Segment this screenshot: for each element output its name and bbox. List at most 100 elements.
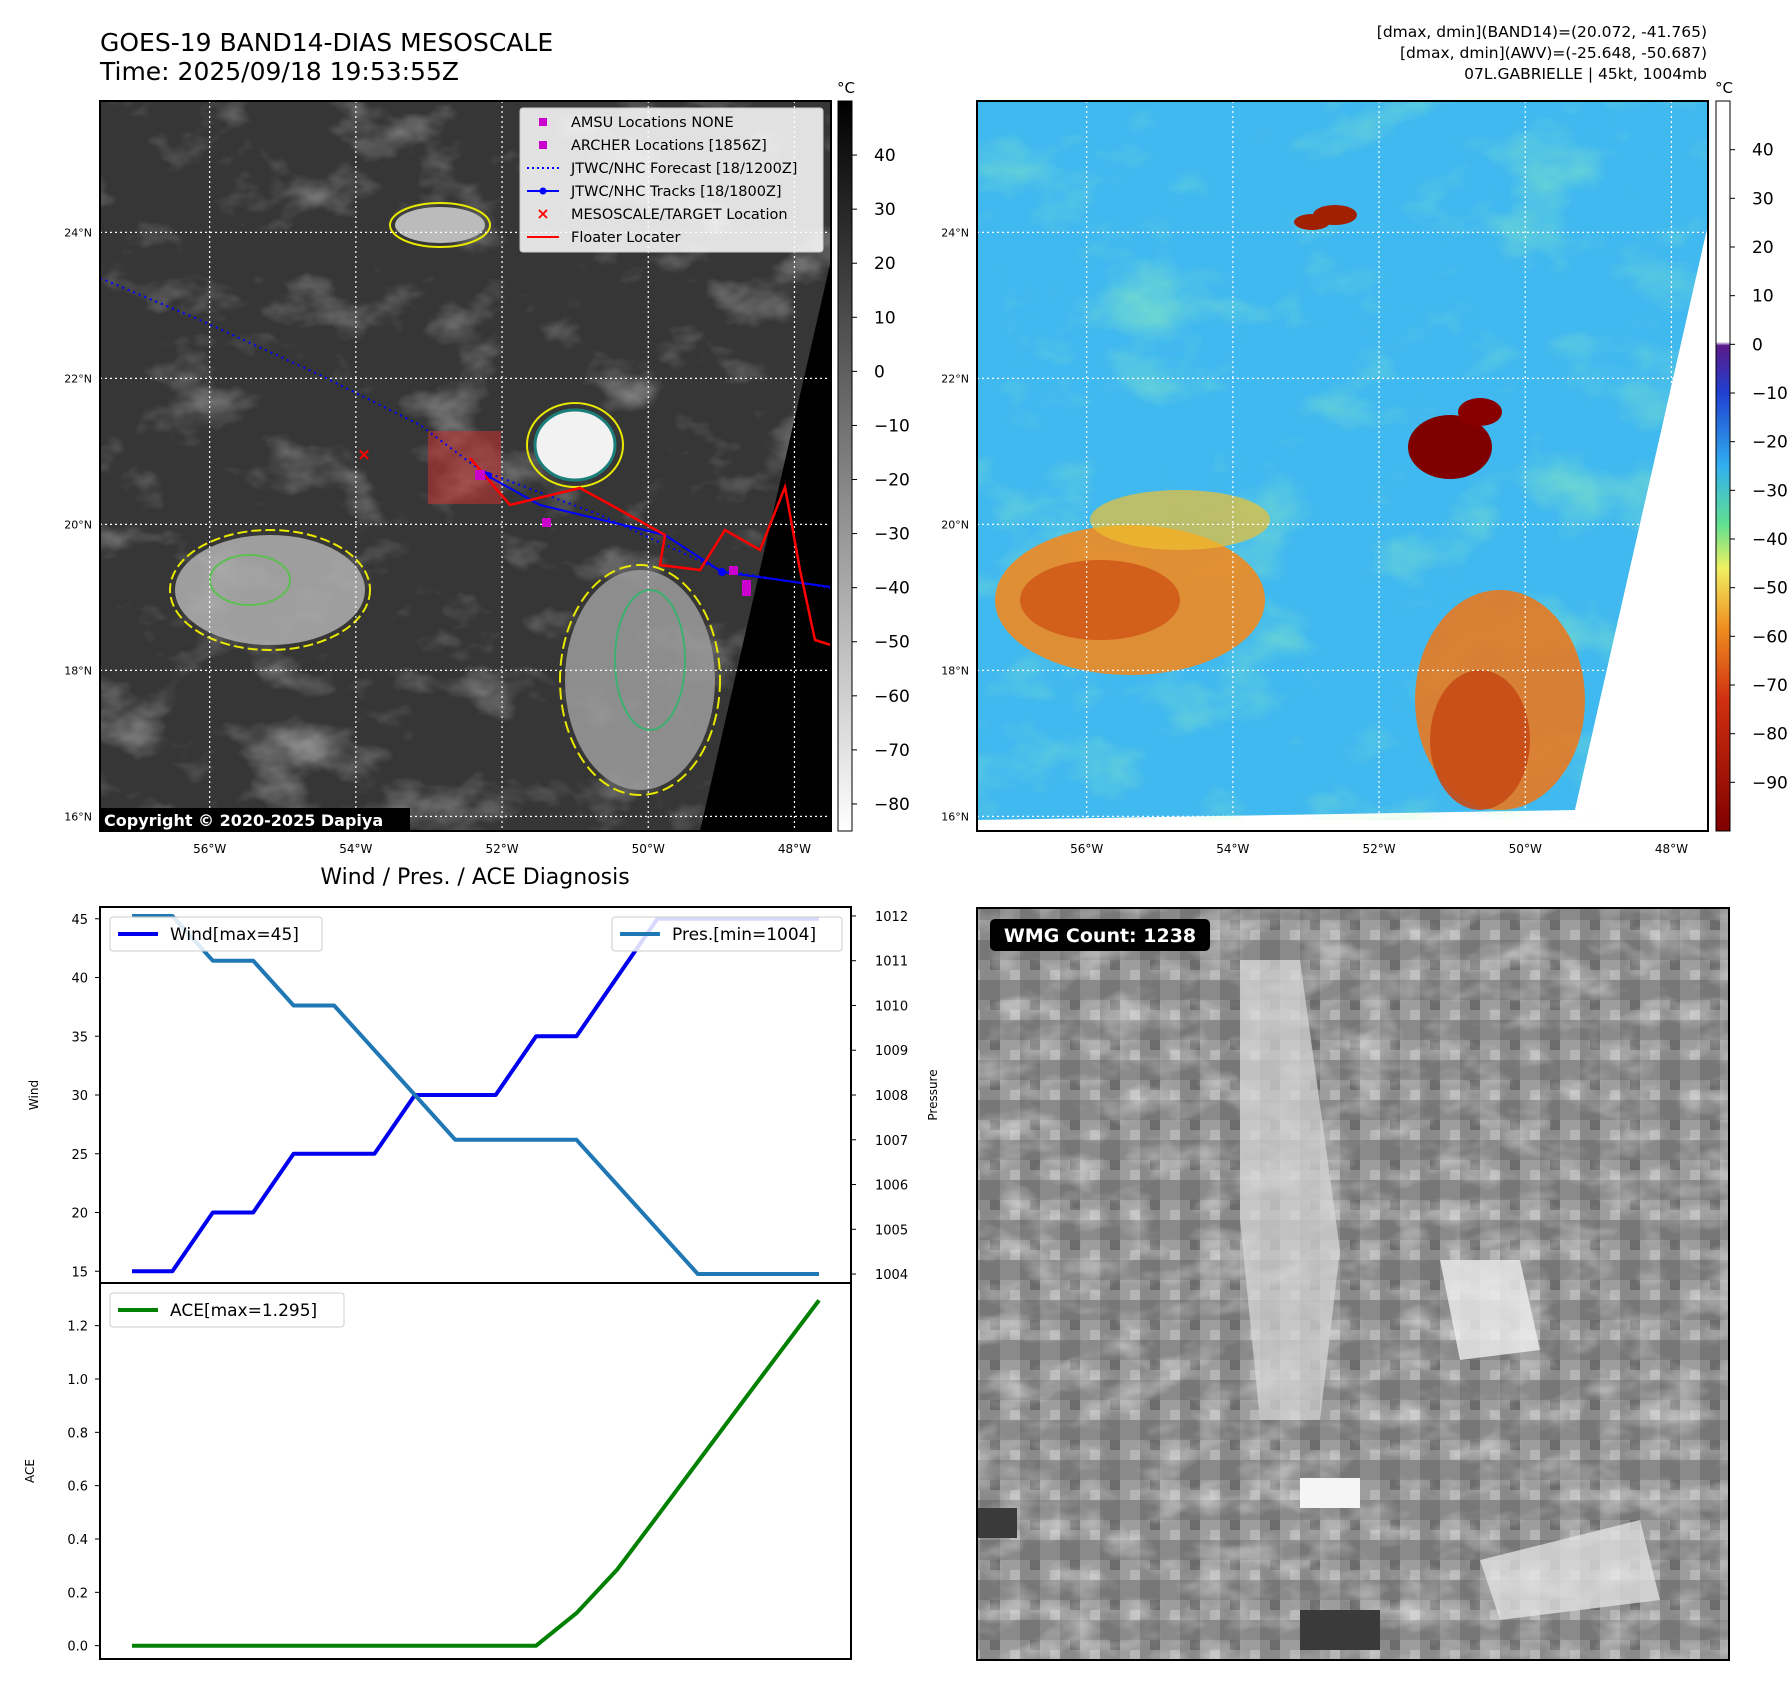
ace-chart: 0.0 0.2 0.4 0.6 0.8 1.0 1.2 ACE ACE[max=1.295] <box>23 1282 852 1660</box>
y-tick-label: 0.2 <box>67 1586 88 1601</box>
wv-panel <box>976 100 1709 832</box>
lat-tick-label: 24°N <box>64 226 92 239</box>
wind-pressure-chart: 15 20 25 30 35 40 45 1004 1005 1006 1007 1008 1009 10… <box>27 906 940 1284</box>
lon-tick-label: 54°W <box>1216 842 1249 856</box>
y-tick-label: 30 <box>71 1089 88 1104</box>
lon-tick-label: 54°W <box>339 842 372 856</box>
archer-marker <box>542 518 551 527</box>
map-axis-labels: 56°W 54°W 52°W 50°W 48°W 24°N 22°N 20°N 18°N 16°N… <box>64 226 1688 856</box>
y-tick-label: 1.2 <box>67 1320 88 1335</box>
colorbar-tick-label: −70 <box>874 741 910 761</box>
legend-label: JTWC/NHC Forecast [18/1200Z] <box>570 161 797 177</box>
y2-tick-label: 1004 <box>875 1268 908 1283</box>
colorbar-tick-label: −50 <box>874 633 910 653</box>
colorbar-tick-label: 40 <box>874 146 896 166</box>
lat-tick-label: 18°N <box>941 664 969 677</box>
colorbar-tick-label: −30 <box>1752 481 1788 501</box>
y2-tick-label: 1012 <box>875 910 908 925</box>
pressure-legend-box <box>611 916 843 952</box>
stats-line-band14: [dmax, dmin](BAND14)=(20.072, -41.765) <box>1376 23 1707 41</box>
wv-image <box>977 101 1708 831</box>
colorbar-tick-label: 30 <box>1752 189 1774 209</box>
colorbar-tick-label: −20 <box>1752 433 1788 453</box>
wv-gridlines <box>977 101 1708 831</box>
legend-label: AMSU Locations NONE <box>571 115 734 131</box>
y2-tick-label: 1005 <box>875 1223 908 1238</box>
y-tick-label: 45 <box>71 913 88 928</box>
legend-label: JTWC/NHC Tracks [18/1800Z] <box>570 184 782 200</box>
lat-tick-label: 22°N <box>64 372 92 385</box>
colorbar-tick-label: 10 <box>874 308 896 328</box>
ir-panel: × Copyright © 2020-2025 Dapiya AMSU Loca… <box>99 100 832 832</box>
colorbar-tick-label: −10 <box>874 416 910 436</box>
track-point <box>718 568 726 576</box>
archer-marker <box>742 580 751 596</box>
y2-tick-label: 1009 <box>875 1044 908 1059</box>
lon-tick-label: 48°W <box>778 842 811 856</box>
legend-marker-dot <box>539 187 547 195</box>
target-box <box>428 431 501 504</box>
copyright-text: Copyright © 2020-2025 Dapiya <box>104 811 383 830</box>
floater-locater-track <box>469 457 831 647</box>
y-tick-label: 15 <box>71 1265 88 1280</box>
colorbar-tick-label: −50 <box>1752 579 1788 599</box>
colorbar-tick-label: 10 <box>1752 287 1774 307</box>
y-axis-label: ACE <box>23 1459 37 1483</box>
colorbar-tick-label: 20 <box>874 254 896 274</box>
wv-colorbar: °C 40 30 20 10 0 −10 −20 −30 −40 −50 −60 −70 −80 −90 <box>1715 79 1788 832</box>
colorbar-tick-label: −60 <box>1752 627 1788 647</box>
ir-colorbar: °C 40 30 20 10 0 −10 −20 −30 −40 −50 −60 −70 −80 <box>837 79 910 832</box>
pressure-series-line <box>132 914 819 1276</box>
y-tick-label: 0.8 <box>67 1426 88 1441</box>
ace-legend-label: ACE[max=1.295] <box>170 1301 317 1321</box>
wmg-count-label: WMG Count: 1238 <box>1004 925 1196 947</box>
chart-time: Time: 2025/09/18 19:53:55Z <box>100 57 459 86</box>
lat-tick-label: 24°N <box>941 226 969 239</box>
y-tick-label: 35 <box>71 1030 88 1045</box>
ir-legend: AMSU Locations NONE ARCHER Locations [185… <box>519 107 824 253</box>
lon-tick-label: 52°W <box>485 842 518 856</box>
ir-colorbar-unit: °C <box>837 79 855 97</box>
diagnosis-title: Wind / Pres. / ACE Diagnosis <box>320 865 629 890</box>
stats-line-awv: [dmax, dmin](AWV)=(-25.648, -50.687) <box>1400 44 1707 62</box>
stats-line-storm: 07L.GABRIELLE | 45kt, 1004mb <box>1464 65 1707 83</box>
y-tick-label: 0.6 <box>67 1480 88 1495</box>
archer-marker <box>475 470 485 480</box>
wmg-panel: WMG Count: 1238 <box>976 907 1730 1661</box>
colorbar-tick-label: −20 <box>874 471 910 491</box>
wmg-frame <box>976 907 1730 1661</box>
colorbar-tick-label: −10 <box>1752 384 1788 404</box>
colorbar-tick-label: 20 <box>1752 238 1774 258</box>
wind-legend-box <box>109 916 323 952</box>
colorbar-tick-label: −80 <box>874 795 910 815</box>
wmg-image <box>977 908 1729 1660</box>
colorbar-tick-label: 0 <box>874 362 885 382</box>
y2-tick-label: 1010 <box>875 999 908 1014</box>
lon-tick-label: 50°W <box>1509 842 1542 856</box>
colorbar-tick-label: −40 <box>874 579 910 599</box>
lat-tick-label: 20°N <box>941 518 969 531</box>
colorbar-tick-label: 0 <box>1752 335 1763 355</box>
y2-tick-label: 1007 <box>875 1134 908 1149</box>
lon-tick-label: 52°W <box>1362 842 1395 856</box>
colorbar-tick-label: 40 <box>1752 141 1774 161</box>
ace-legend-box <box>109 1292 345 1328</box>
wv-frame <box>976 100 1709 832</box>
legend-marker <box>539 118 547 126</box>
legend-label: Floater Locater <box>571 230 680 246</box>
y-tick-label: 20 <box>71 1207 88 1222</box>
lon-tick-label: 50°W <box>632 842 665 856</box>
lat-tick-label: 16°N <box>941 810 969 823</box>
wmg-count-badge <box>990 919 1210 951</box>
y2-axis-label: Pressure <box>926 1069 940 1120</box>
lon-tick-label: 48°W <box>1655 842 1688 856</box>
mesoscale-target-marker: × <box>357 445 371 465</box>
y-tick-label: 1.0 <box>67 1373 88 1388</box>
colorbar-tick-label: −30 <box>874 525 910 545</box>
lat-tick-label: 18°N <box>64 664 92 677</box>
colorbar-tick-label: −70 <box>1752 676 1788 696</box>
lon-tick-label: 56°W <box>1070 842 1103 856</box>
y-axis-label: Wind <box>27 1080 41 1110</box>
stats-block: [dmax, dmin](BAND14)=(20.072, -41.765) [… <box>1377 22 1707 85</box>
